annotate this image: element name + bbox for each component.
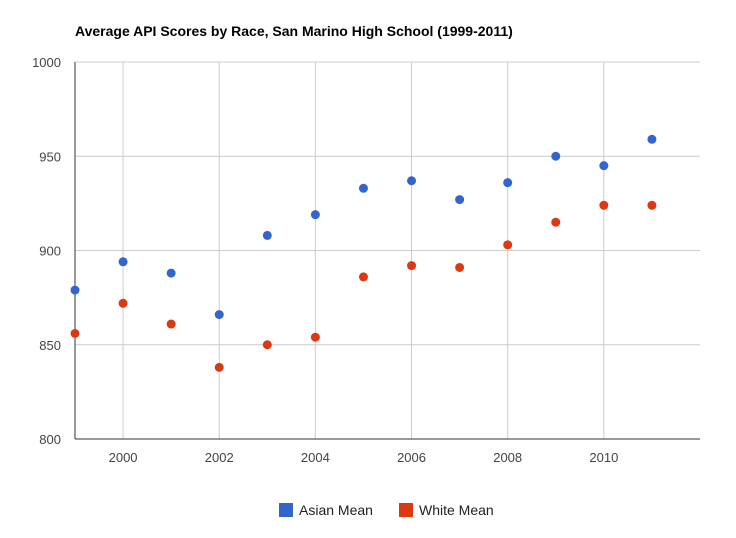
asian-mean-point[interactable] [647,134,657,144]
white-mean-legend-label: White Mean [419,502,494,518]
legend: Asian Mean White Mean [279,502,494,518]
y-tick-label: 850 [39,338,61,353]
axes [74,62,700,440]
asian-mean-point[interactable] [166,268,176,278]
y-tick-label: 1000 [32,55,61,70]
x-tick-label: 2000 [109,450,138,465]
asian-mean-point[interactable] [262,230,272,240]
white-mean-point[interactable] [262,340,272,350]
y-tick-label: 900 [39,244,61,259]
x-tick-label: 2004 [301,450,330,465]
x-tick-labels: 2000 2002 2004 2006 2008 2010 [109,450,619,465]
white-mean-point[interactable] [118,298,128,308]
white-mean-point[interactable] [166,319,176,329]
asian-mean-point[interactable] [407,176,417,186]
white-mean-point[interactable] [358,272,368,282]
asian-mean-legend-label: Asian Mean [299,502,373,518]
white-mean-legend-swatch [399,503,413,517]
white-mean-point[interactable] [551,217,561,227]
chart-title: Average API Scores by Race, San Marino H… [75,23,513,39]
white-mean-point[interactable] [310,332,320,342]
white-mean-point[interactable] [599,200,609,210]
asian-mean-point[interactable] [599,161,609,171]
x-tick-label: 2006 [397,450,426,465]
asian-mean-legend-swatch [279,503,293,517]
asian-mean-point[interactable] [503,178,513,188]
asian-mean-point[interactable] [310,210,320,220]
x-tick-label: 2002 [205,450,234,465]
y-tick-label: 800 [39,432,61,447]
y-tick-labels: 800 850 900 950 1000 [32,55,61,447]
asian-mean-point[interactable] [455,195,465,205]
x-tick-label: 2008 [493,450,522,465]
white-mean-point[interactable] [214,362,224,372]
white-mean-point[interactable] [647,200,657,210]
white-mean-point[interactable] [407,261,417,271]
y-tick-label: 950 [39,149,61,164]
grid [75,61,700,439]
asian-mean-point[interactable] [118,257,128,267]
asian-mean-point[interactable] [70,285,80,295]
asian-mean-point[interactable] [214,310,224,320]
white-mean-point[interactable] [455,262,465,272]
white-mean-point[interactable] [503,240,513,250]
asian-mean-point[interactable] [551,151,561,161]
data-points [70,134,657,372]
asian-mean-point[interactable] [358,183,368,193]
x-tick-label: 2010 [589,450,618,465]
white-mean-point[interactable] [70,328,80,338]
